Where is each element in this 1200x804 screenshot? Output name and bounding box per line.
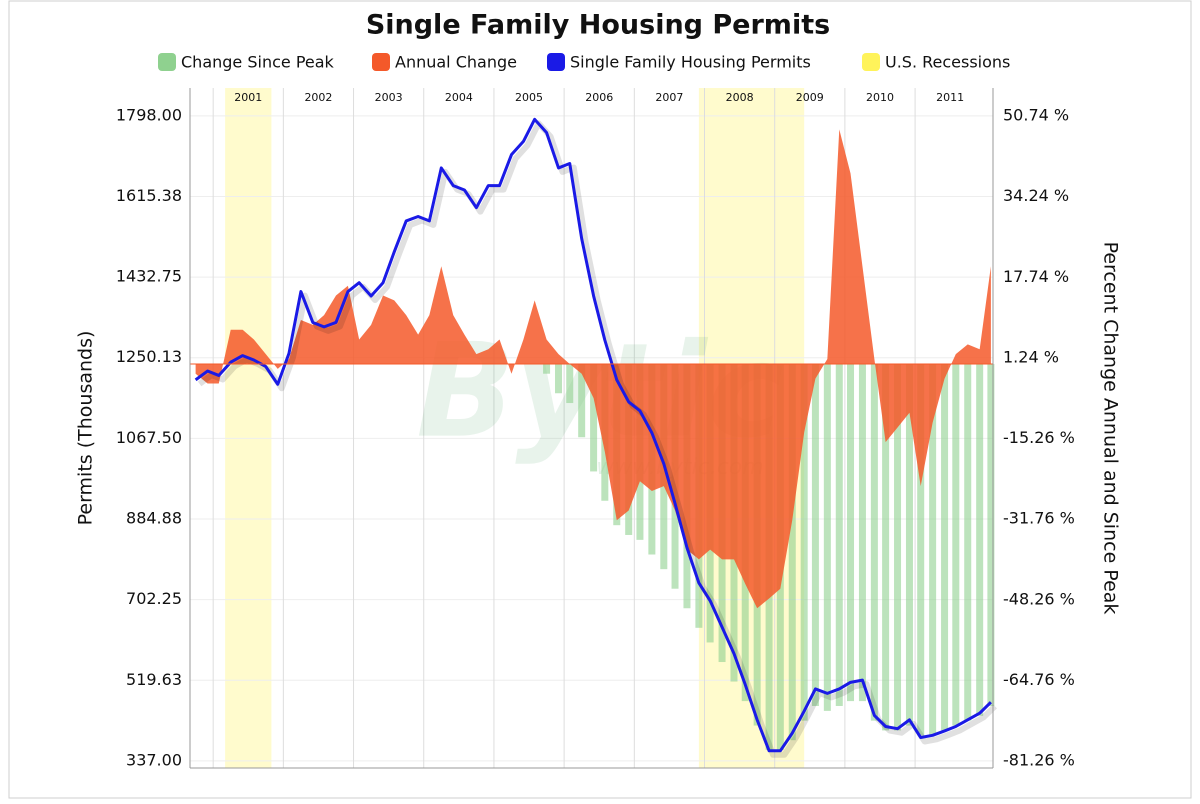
y2-tick-label: 34.24 % <box>1003 186 1069 205</box>
bar <box>905 363 913 726</box>
bar <box>882 363 890 731</box>
x-tick-label: 2005 <box>515 91 543 104</box>
legend-label: U.S. Recessions <box>885 53 1010 72</box>
y-tick-label: 1250.13 <box>116 347 182 366</box>
bar <box>578 363 586 438</box>
y-tick-label: 1067.50 <box>116 428 182 447</box>
bar <box>555 363 563 394</box>
bar <box>823 363 831 711</box>
y-tick-label: 519.63 <box>126 670 182 689</box>
x-tick-label: 2009 <box>796 91 824 104</box>
bar <box>976 363 984 716</box>
x-tick-label: 2007 <box>655 91 683 104</box>
y2-tick-label: 1.24 % <box>1003 347 1059 366</box>
legend-label: Annual Change <box>395 53 517 72</box>
legend-swatch <box>862 53 880 71</box>
y-axis-label: Permits (Thousands) <box>75 331 97 526</box>
y2-tick-label: 50.74 % <box>1003 105 1069 124</box>
bar <box>835 363 843 706</box>
x-tick-label: 2011 <box>936 91 964 104</box>
bar <box>543 363 551 374</box>
bar <box>811 363 819 706</box>
chart-title: Single Family Housing Permits <box>366 10 830 41</box>
x-tick-label: 2003 <box>375 91 403 104</box>
line <box>194 117 992 753</box>
bar <box>590 363 598 472</box>
y-tick-label: 337.00 <box>126 750 182 769</box>
area <box>195 129 991 609</box>
bar <box>894 363 902 731</box>
x-tick-label: 2002 <box>304 91 332 104</box>
y2-tick-label: -48.26 % <box>1003 589 1075 608</box>
x-tick-label: 2006 <box>585 91 613 104</box>
y2-axis-label: Percent Change Annual and Since Peak <box>1100 242 1122 615</box>
bar <box>870 363 878 721</box>
y2-tick-label: -31.76 % <box>1003 509 1075 528</box>
legend-swatch <box>372 53 390 71</box>
y-tick-label: 1432.75 <box>116 267 182 286</box>
bar <box>987 363 995 706</box>
bar <box>847 363 855 702</box>
bar <box>858 363 866 702</box>
legend-swatch <box>547 53 565 71</box>
y-tick-label: 1615.38 <box>116 186 182 205</box>
y-tick-label: 702.25 <box>126 589 182 608</box>
x-tick-label: 2001 <box>234 91 262 104</box>
bar <box>941 363 949 731</box>
bar <box>917 363 925 736</box>
legend-label: Single Family Housing Permits <box>570 53 811 72</box>
bar <box>929 363 937 736</box>
legend-swatch <box>158 53 176 71</box>
bar <box>952 363 960 726</box>
bar <box>800 363 808 721</box>
x-tick-label: 2008 <box>726 91 754 104</box>
legend-label: Change Since Peak <box>181 53 335 72</box>
y2-tick-label: -15.26 % <box>1003 428 1075 447</box>
y-tick-label: 1798.00 <box>116 105 182 124</box>
y2-tick-label: -64.76 % <box>1003 670 1075 689</box>
recession-band <box>225 88 272 768</box>
y2-tick-label: -81.26 % <box>1003 751 1075 770</box>
x-tick-label: 2010 <box>866 91 894 104</box>
bar <box>788 363 796 741</box>
y-tick-label: 884.88 <box>126 509 182 528</box>
x-tick-label: 2004 <box>445 91 473 104</box>
bar <box>964 363 972 721</box>
bar <box>566 363 574 404</box>
y2-tick-label: 17.74 % <box>1003 267 1069 286</box>
